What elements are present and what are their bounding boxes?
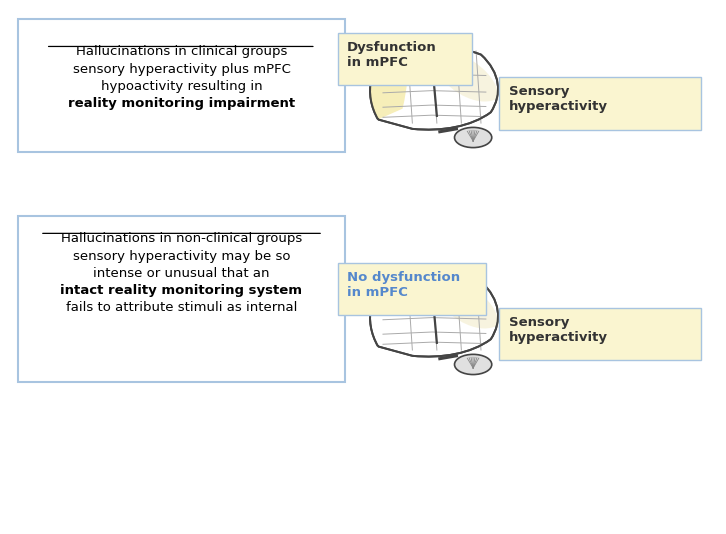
Text: sensory hyperactivity plus mPFC: sensory hyperactivity plus mPFC: [73, 63, 290, 76]
FancyBboxPatch shape: [338, 263, 486, 315]
Text: intact reality monitoring system: intact reality monitoring system: [60, 284, 303, 297]
Text: Sensory
hyperactivity: Sensory hyperactivity: [509, 85, 608, 113]
Text: fails to attribute stimuli as internal: fails to attribute stimuli as internal: [66, 301, 297, 314]
Text: Sensory
hyperactivity: Sensory hyperactivity: [509, 316, 608, 344]
FancyBboxPatch shape: [18, 216, 345, 382]
PathPatch shape: [437, 48, 499, 101]
FancyBboxPatch shape: [499, 77, 701, 130]
PathPatch shape: [437, 274, 499, 328]
Text: hypoactivity resulting in: hypoactivity resulting in: [101, 80, 262, 93]
FancyBboxPatch shape: [499, 308, 701, 360]
Text: Hallucinations in non-clinical groups: Hallucinations in non-clinical groups: [61, 232, 302, 245]
Text: Dysfunction
in mPFC: Dysfunction in mPFC: [347, 41, 437, 69]
Ellipse shape: [454, 128, 492, 147]
Text: Hallucinations in clinical groups: Hallucinations in clinical groups: [76, 45, 287, 58]
Ellipse shape: [454, 355, 492, 374]
FancyBboxPatch shape: [18, 19, 345, 152]
PathPatch shape: [370, 44, 498, 130]
Text: intense or unusual that an: intense or unusual that an: [93, 267, 270, 280]
FancyBboxPatch shape: [338, 33, 472, 85]
Text: reality monitoring impairment: reality monitoring impairment: [68, 97, 295, 110]
PathPatch shape: [370, 271, 498, 357]
Text: No dysfunction
in mPFC: No dysfunction in mPFC: [347, 271, 460, 299]
PathPatch shape: [370, 48, 407, 120]
Text: sensory hyperactivity may be so: sensory hyperactivity may be so: [73, 250, 290, 263]
